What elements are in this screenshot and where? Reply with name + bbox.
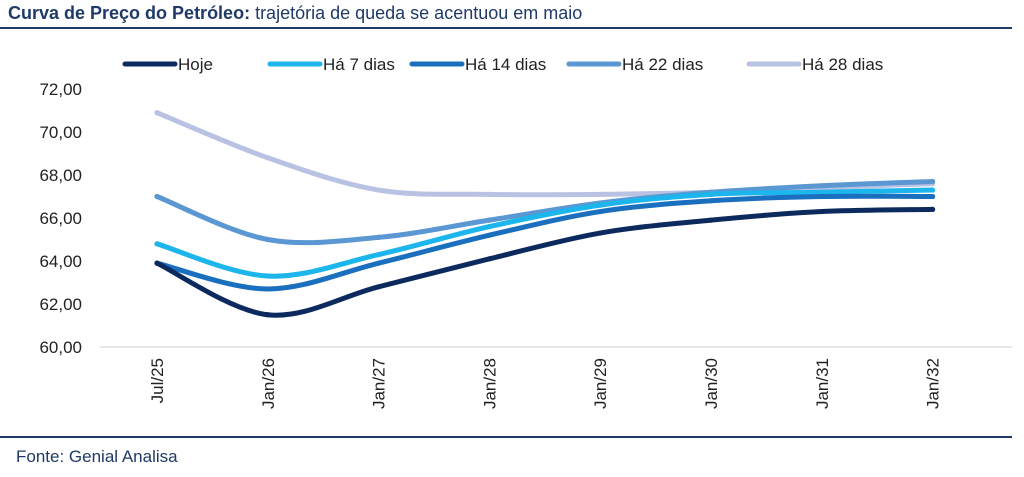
data-point [154,193,160,200]
data-point [819,189,825,195]
bottom-divider [0,436,1012,438]
data-point [930,193,936,200]
data-point [486,256,492,262]
data-point [265,286,271,292]
y-tick-label: 68,00 [39,166,82,185]
data-point [708,198,714,204]
data-point [819,193,825,200]
y-tick-label: 62,00 [39,295,82,314]
series-line [154,178,936,246]
x-tick-label: Jan/31 [813,358,832,409]
source-note: Fonte: Genial Analisa [16,447,178,466]
data-point [819,208,825,215]
data-point [265,312,271,318]
data-point [376,234,382,240]
chart-title: Curva de Preço do Petróleo: trajetória d… [8,3,582,24]
data-point [708,191,714,197]
y-tick-label: 64,00 [39,252,82,271]
data-point [930,206,936,212]
legend-label: Há 14 dias [465,55,546,74]
data-point [376,260,382,266]
data-point [597,202,603,208]
data-point [265,273,271,279]
chart-title-rest: trajetória de queda se acentuou em maio [250,3,583,23]
data-point [376,251,382,258]
legend-label: Há 22 dias [622,55,703,74]
data-point [486,232,492,238]
data-point [265,155,271,161]
x-tick-label: Jan/28 [480,358,499,409]
x-tick-label: Jan/32 [924,358,943,409]
data-point [486,191,492,197]
legend-label: Hoje [178,55,213,74]
series-line [154,206,936,318]
x-tick-label: Jan/26 [259,358,278,409]
data-point [376,284,382,290]
chart-title-bold: Curva de Preço do Petróleo: [8,3,251,23]
data-point [154,241,160,247]
series-line [154,187,936,279]
data-point [708,217,714,223]
series-line [154,110,936,198]
data-point [154,260,160,266]
data-point [154,110,160,116]
data-point [486,217,492,223]
x-tick-label: Jul/25 [148,358,167,403]
x-tick-label: Jan/30 [702,358,721,409]
y-tick-label: 72,00 [39,80,82,99]
y-tick-label: 60,00 [39,338,82,357]
legend-label: Há 28 dias [802,55,883,74]
data-point [930,187,936,193]
data-point [597,191,603,197]
data-point [376,187,382,193]
data-point [597,208,603,215]
data-point [265,236,271,243]
data-point [486,224,492,230]
y-tick-label: 70,00 [39,123,82,142]
top-divider [0,27,1012,29]
data-point [819,183,825,189]
x-tick-label: Jan/29 [591,358,610,409]
legend-label: Há 7 dias [323,55,395,74]
data-point [930,178,936,185]
y-tick-label: 66,00 [39,209,82,228]
series-line [154,193,936,292]
data-point [597,230,603,236]
x-tick-label: Jan/27 [370,358,389,409]
